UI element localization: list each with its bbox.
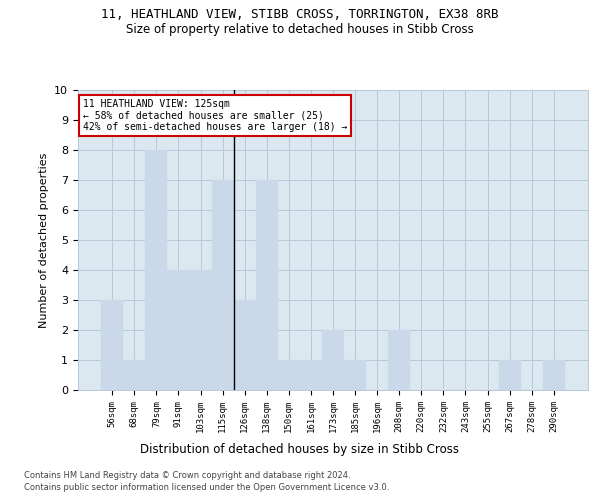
Bar <box>167 270 190 390</box>
Bar <box>233 300 256 390</box>
Bar <box>322 330 344 390</box>
Bar <box>499 360 521 390</box>
Bar <box>344 360 366 390</box>
Text: Distribution of detached houses by size in Stibb Cross: Distribution of detached houses by size … <box>140 442 460 456</box>
Bar <box>278 360 300 390</box>
Bar <box>190 270 212 390</box>
Text: 11, HEATHLAND VIEW, STIBB CROSS, TORRINGTON, EX38 8RB: 11, HEATHLAND VIEW, STIBB CROSS, TORRING… <box>101 8 499 20</box>
Bar <box>123 360 145 390</box>
Text: Contains HM Land Registry data © Crown copyright and database right 2024.: Contains HM Land Registry data © Crown c… <box>24 471 350 480</box>
Text: Contains public sector information licensed under the Open Government Licence v3: Contains public sector information licen… <box>24 484 389 492</box>
Text: 11 HEATHLAND VIEW: 125sqm
← 58% of detached houses are smaller (25)
42% of semi-: 11 HEATHLAND VIEW: 125sqm ← 58% of detac… <box>83 99 347 132</box>
Bar <box>101 300 123 390</box>
Bar <box>256 180 278 390</box>
Text: Size of property relative to detached houses in Stibb Cross: Size of property relative to detached ho… <box>126 22 474 36</box>
Bar <box>212 180 233 390</box>
Y-axis label: Number of detached properties: Number of detached properties <box>39 152 49 328</box>
Bar <box>300 360 322 390</box>
Bar <box>388 330 410 390</box>
Bar <box>145 150 167 390</box>
Bar <box>543 360 565 390</box>
